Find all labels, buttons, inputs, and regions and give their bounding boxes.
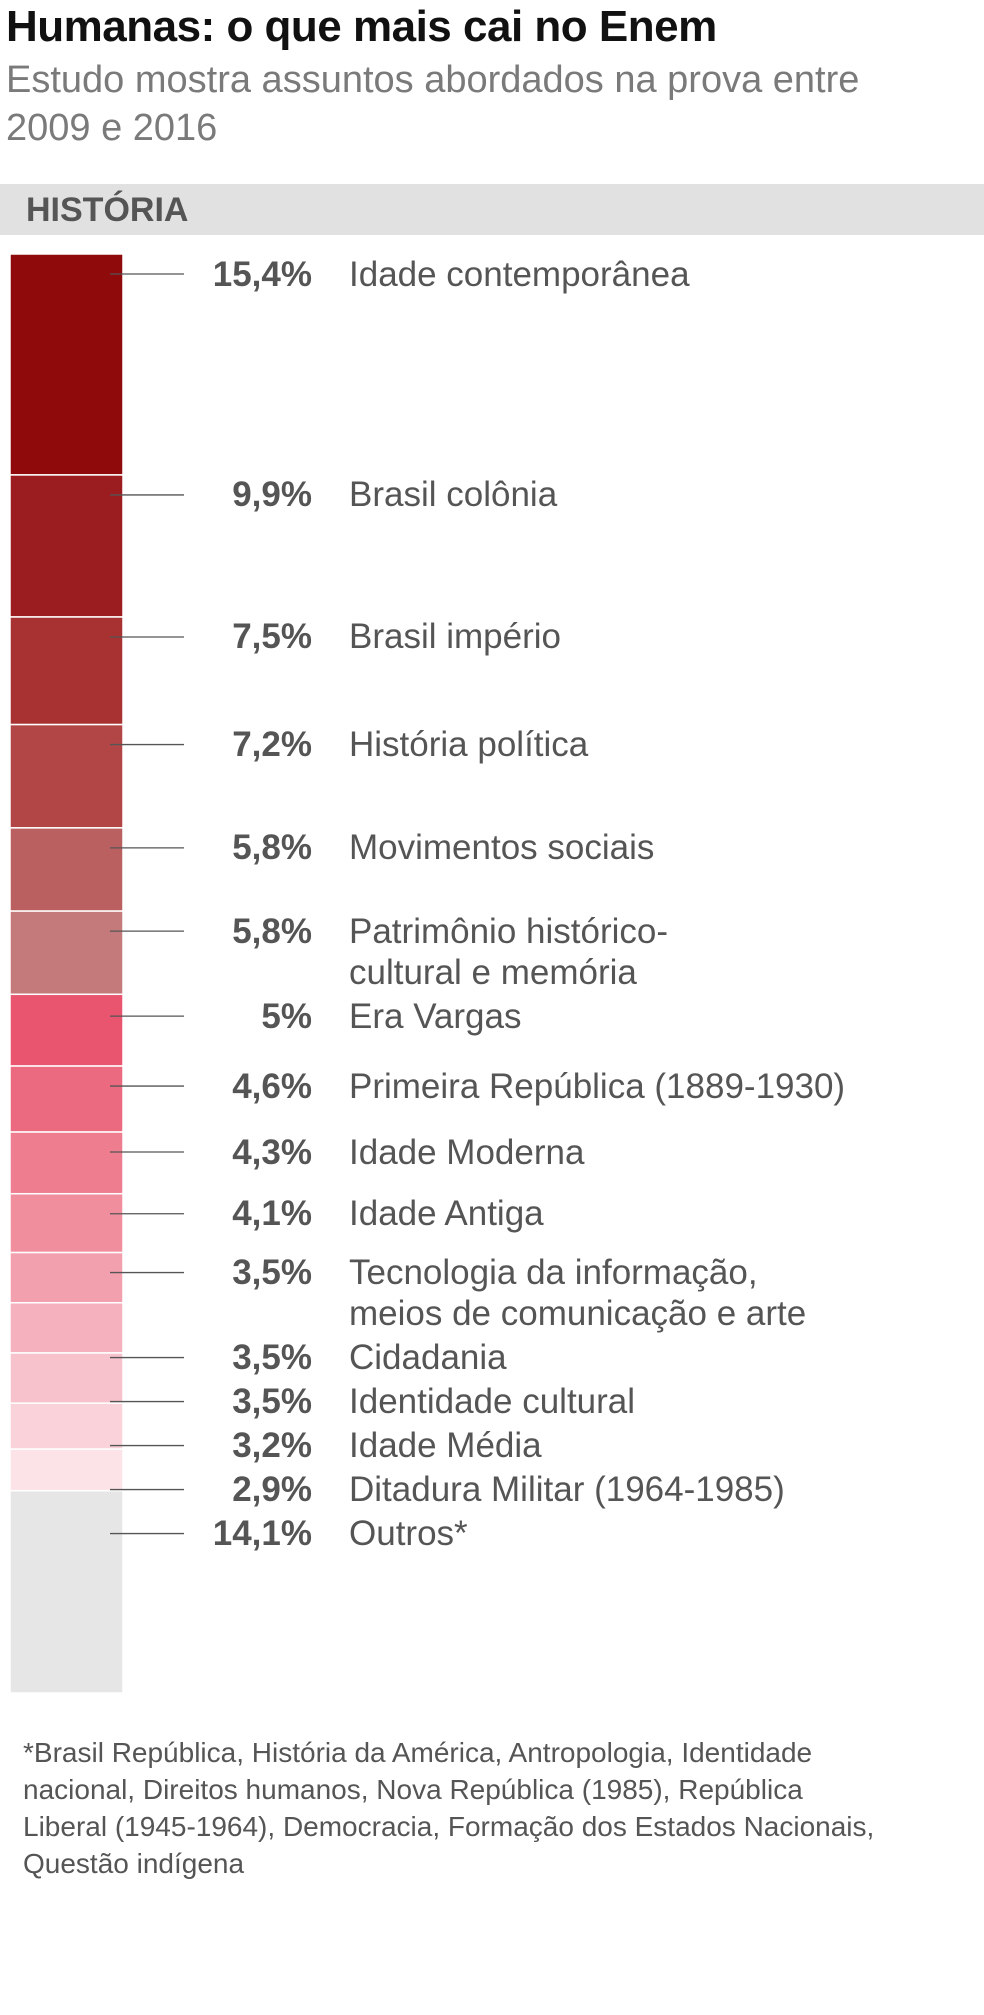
category-label: Cidadania xyxy=(349,1338,507,1378)
category-label: Era Vargas xyxy=(349,996,522,1036)
category-label: Outros* xyxy=(349,1514,468,1554)
category-label: Movimentos sociais xyxy=(349,828,655,868)
value-label: 5,8% xyxy=(232,911,312,951)
segment xyxy=(9,1192,124,1254)
value-label: 7,2% xyxy=(232,725,312,765)
segment xyxy=(9,1065,124,1133)
value-label: 5% xyxy=(261,996,312,1036)
section-band xyxy=(0,184,984,235)
segment xyxy=(9,1352,124,1404)
category-label: Identidade cultural xyxy=(349,1382,636,1422)
value-label: 7,5% xyxy=(232,617,312,657)
category-label: Brasil colônia xyxy=(349,475,558,515)
category-label: Idade Média xyxy=(349,1426,542,1466)
value-label: 3,5% xyxy=(232,1338,312,1378)
segment xyxy=(9,993,124,1067)
value-label: 9,9% xyxy=(232,475,312,515)
value-label: 2,9% xyxy=(232,1470,312,1510)
category-label: História política xyxy=(349,725,589,765)
category-label: Patrimônio histórico- cultural e memória xyxy=(349,911,668,992)
segment xyxy=(9,1251,124,1304)
segment xyxy=(9,1402,124,1450)
category-label: Brasil império xyxy=(349,617,561,657)
value-label: 14,1% xyxy=(212,1514,312,1554)
chart-subtitle: Estudo mostra assuntos abordados na prov… xyxy=(6,59,860,149)
value-label: 4,3% xyxy=(232,1132,312,1172)
segment xyxy=(9,253,124,476)
value-label: 3,5% xyxy=(232,1382,312,1422)
segment xyxy=(9,474,124,618)
category-label: Idade Antiga xyxy=(349,1194,544,1234)
value-label: 4,1% xyxy=(232,1194,312,1234)
value-label: 5,8% xyxy=(232,828,312,868)
value-label: 4,6% xyxy=(232,1066,312,1106)
section-title: HISTÓRIA xyxy=(26,191,189,229)
category-label: Idade contemporânea xyxy=(349,254,690,294)
segment xyxy=(9,910,124,996)
footnote: *Brasil República, História da América, … xyxy=(23,1737,875,1879)
category-label: Ditadura Militar (1964-1985) xyxy=(349,1470,785,1510)
category-label: Idade Moderna xyxy=(349,1132,585,1172)
segment xyxy=(9,1489,124,1694)
category-label: Tecnologia da informação, meios de comun… xyxy=(349,1253,807,1334)
segment xyxy=(9,616,124,726)
value-label: 3,5% xyxy=(232,1253,312,1293)
segment xyxy=(9,1131,124,1195)
category-label: Primeira República (1889-1930) xyxy=(349,1066,846,1106)
value-label: 15,4% xyxy=(212,254,312,294)
value-label: 3,2% xyxy=(232,1426,312,1466)
segment xyxy=(9,1302,124,1354)
segment xyxy=(9,1448,124,1492)
chart-title: Humanas: o que mais cai no Enem xyxy=(6,2,717,51)
segment xyxy=(9,827,124,912)
segment xyxy=(9,723,124,829)
